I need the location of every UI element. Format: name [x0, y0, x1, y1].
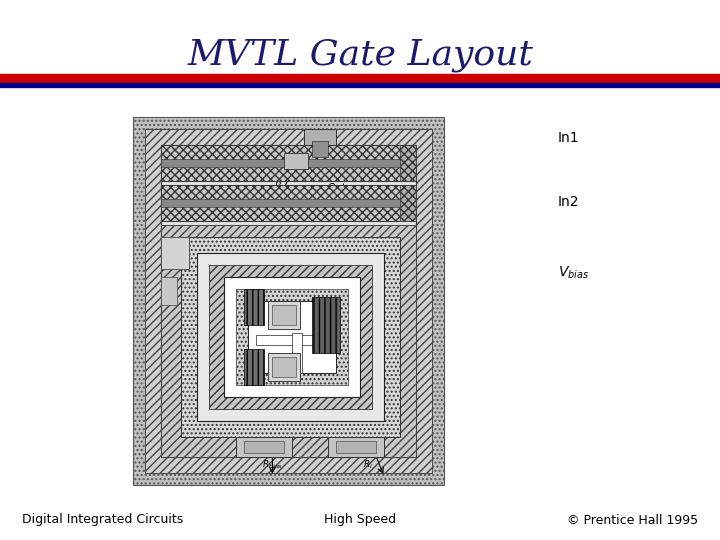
Bar: [400, 185, 416, 221]
Bar: [181, 237, 400, 437]
Bar: [145, 129, 432, 473]
Text: $J_1$: $J_1$: [240, 280, 248, 294]
Bar: [336, 441, 377, 453]
Text: In2: In2: [558, 195, 580, 210]
Bar: [225, 277, 360, 397]
Bar: [236, 437, 292, 457]
Bar: [161, 225, 416, 457]
Bar: [209, 265, 372, 409]
Bar: [269, 353, 300, 381]
Bar: [272, 305, 297, 325]
Text: $R_{in1}$: $R_{in1}$: [359, 153, 377, 165]
Bar: [161, 185, 416, 221]
Bar: [400, 145, 416, 181]
Bar: [161, 237, 189, 269]
Text: High Speed: High Speed: [324, 514, 396, 526]
Text: M: M: [212, 227, 221, 237]
Bar: [161, 277, 176, 305]
Bar: [236, 289, 348, 385]
Bar: [292, 333, 302, 373]
Text: MVTL Gate Layout: MVTL Gate Layout: [187, 38, 533, 72]
Text: $R_{in2}$: $R_{in2}$: [360, 193, 377, 205]
Bar: [161, 145, 416, 457]
Bar: [248, 301, 336, 373]
Bar: [161, 145, 416, 181]
Text: Digital Integrated Circuits: Digital Integrated Circuits: [22, 514, 183, 526]
Bar: [305, 129, 336, 145]
Text: $V_{bias}$: $V_{bias}$: [558, 265, 589, 281]
Bar: [245, 441, 284, 453]
Bar: [245, 349, 264, 385]
Text: In1: In1: [558, 131, 580, 145]
Bar: [284, 153, 308, 169]
Bar: [197, 253, 384, 421]
Bar: [269, 301, 300, 329]
Text: $J_3$: $J_3$: [239, 362, 248, 375]
Bar: [328, 437, 384, 457]
Bar: [161, 159, 416, 167]
Text: Out: Out: [327, 183, 346, 193]
Text: © Prentice Hall 1995: © Prentice Hall 1995: [567, 514, 698, 526]
Text: $J_2$: $J_2$: [344, 319, 354, 332]
Bar: [312, 297, 341, 353]
Bar: [161, 199, 416, 207]
Bar: [312, 141, 328, 157]
Bar: [256, 335, 328, 345]
Text: $R_{bias}$: $R_{bias}$: [262, 459, 283, 471]
Bar: [132, 117, 444, 485]
Text: $R_i$: $R_i$: [364, 459, 374, 471]
Bar: [272, 357, 297, 377]
Bar: [245, 289, 264, 325]
Text: $R_D$: $R_D$: [274, 179, 287, 193]
